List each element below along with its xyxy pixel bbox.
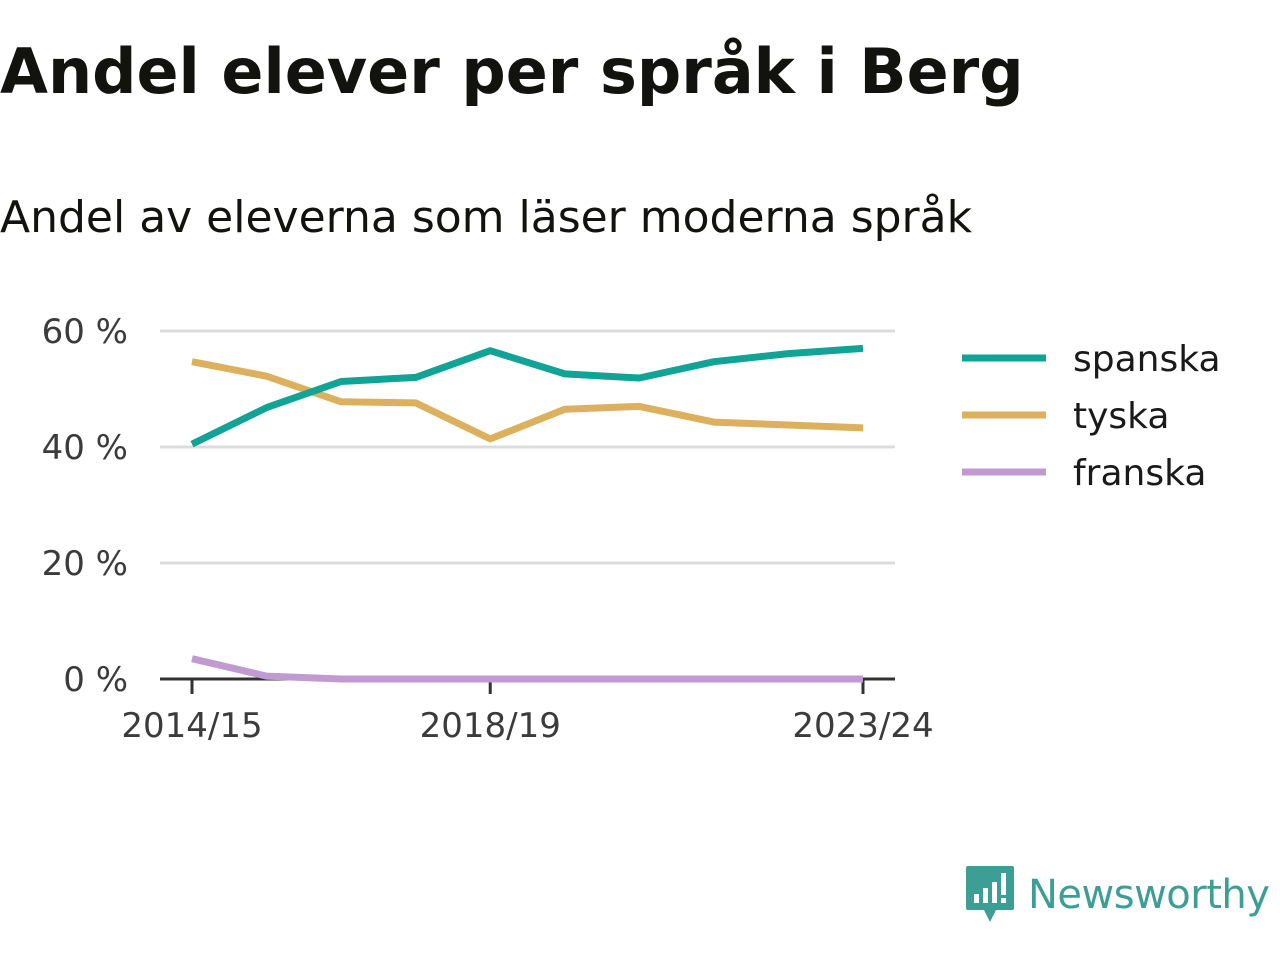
y-axis: 0 % 20 % 40 % 60 % bbox=[42, 312, 128, 700]
legend-label-tyska: tyska bbox=[1073, 396, 1169, 437]
y-tick-label: 20 % bbox=[42, 544, 128, 584]
series-lines bbox=[190, 344, 864, 683]
chart-title: Andel elever per språk i Berg bbox=[0, 35, 1024, 108]
legend-label-spanska: spanska bbox=[1073, 339, 1221, 380]
series-line-spanska bbox=[190, 344, 864, 448]
newsworthy-logo: Newsworthy bbox=[964, 864, 1270, 926]
y-tick-label: 60 % bbox=[42, 312, 128, 352]
x-tick-label: 2018/19 bbox=[420, 706, 561, 746]
newsworthy-logo-icon bbox=[966, 866, 1014, 922]
legend-label-franska: franska bbox=[1073, 453, 1206, 494]
chart-subtitle: Andel av eleverna som läser moderna språ… bbox=[0, 192, 973, 243]
x-axis: 2014/15 2018/19 2023/24 bbox=[121, 677, 934, 746]
x-tick-label: 2014/15 bbox=[121, 706, 262, 746]
series-line-franska bbox=[191, 655, 863, 683]
series-line-tyska bbox=[191, 358, 864, 443]
newsworthy-logo-text: Newsworthy bbox=[1028, 872, 1270, 918]
y-tick-label: 0 % bbox=[63, 660, 128, 700]
legend: spanska tyska franska bbox=[962, 339, 1221, 494]
y-tick-label: 40 % bbox=[42, 428, 128, 468]
gridlines bbox=[160, 329, 895, 565]
x-tick-label: 2023/24 bbox=[792, 706, 933, 746]
